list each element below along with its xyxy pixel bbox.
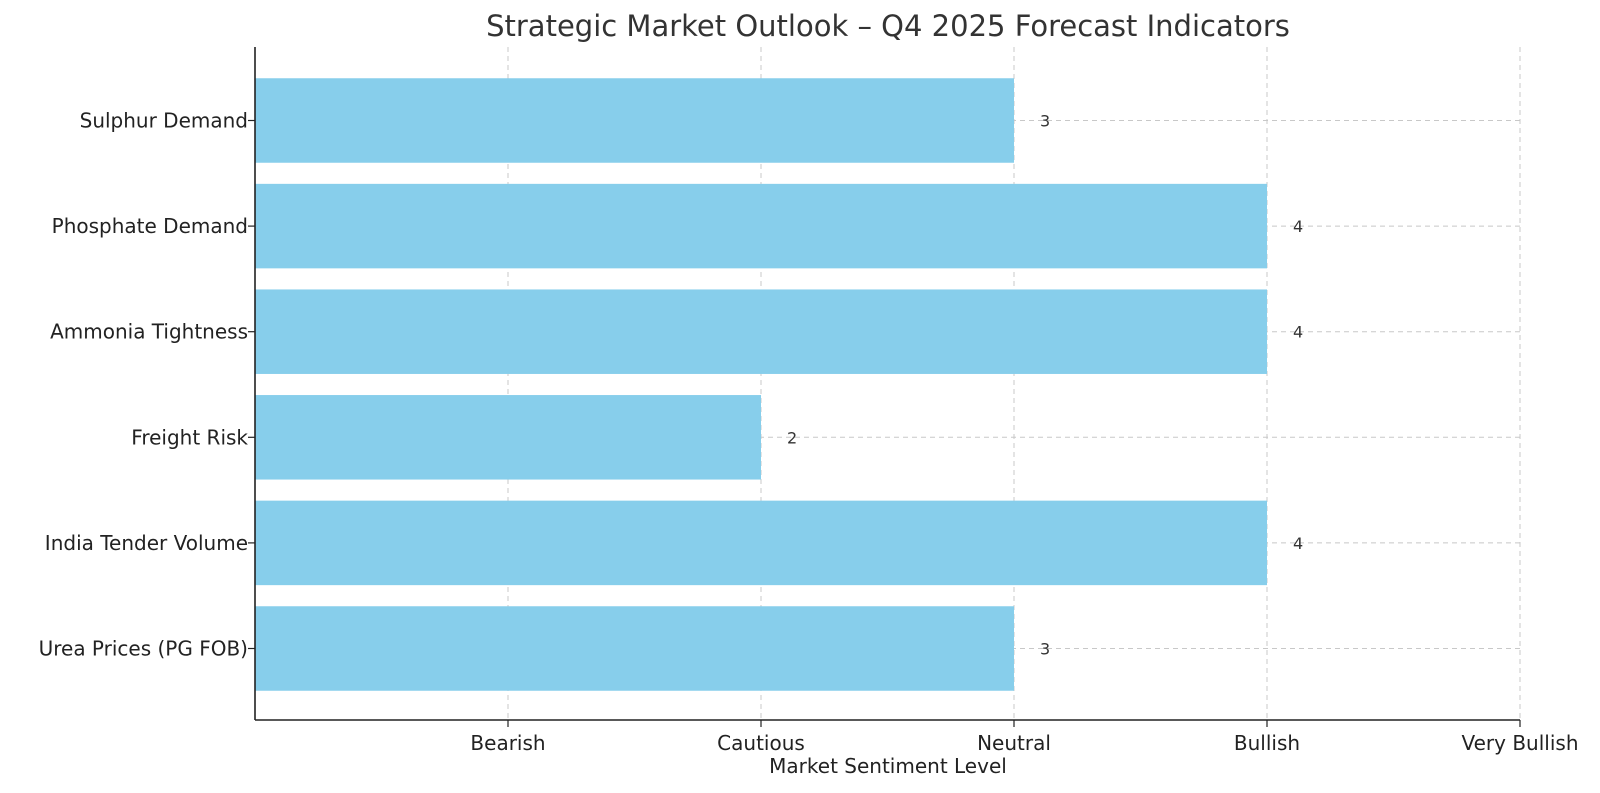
bar-value-label: 4: [1293, 217, 1303, 236]
x-axis-label: Market Sentiment Level: [769, 754, 1007, 778]
x-tick-label: Neutral: [977, 731, 1051, 755]
axis-layer: Urea Prices (PG FOB) India Tender Volume F…: [39, 47, 1579, 755]
bar: [255, 289, 1267, 374]
y-tick-label: Phosphate Demand: [52, 214, 248, 238]
bar-value-label: 4: [1293, 534, 1303, 553]
x-tick-label: Bearish: [470, 731, 545, 755]
bar-value-label: 4: [1293, 323, 1303, 342]
y-tick-label: Freight Risk: [131, 425, 248, 449]
y-tick-label: Ammonia Tightness: [50, 320, 248, 344]
bar-value-label: 3: [1040, 112, 1050, 131]
bar: [255, 183, 1267, 269]
value-label-layer: 3 4 2 4 4 3: [787, 112, 1303, 659]
bar-value-label: 3: [1040, 640, 1050, 659]
bar: [255, 78, 1014, 163]
y-tick-label: Urea Prices (PG FOB): [39, 637, 248, 661]
bar: [255, 606, 1014, 691]
x-tick-label: Very Bullish: [1461, 731, 1578, 755]
chart-title: Strategic Market Outlook – Q4 2025 Forec…: [486, 9, 1290, 43]
x-tick-label: Cautious: [717, 731, 805, 755]
y-tick-label: Sulphur Demand: [80, 109, 248, 133]
x-tick-label: Bullish: [1234, 731, 1300, 755]
y-tick-label: India Tender Volume: [45, 531, 248, 555]
bar: [255, 395, 761, 480]
bar: [255, 500, 1267, 586]
bar-value-label: 2: [787, 428, 797, 447]
bar-layer: [255, 78, 1267, 691]
